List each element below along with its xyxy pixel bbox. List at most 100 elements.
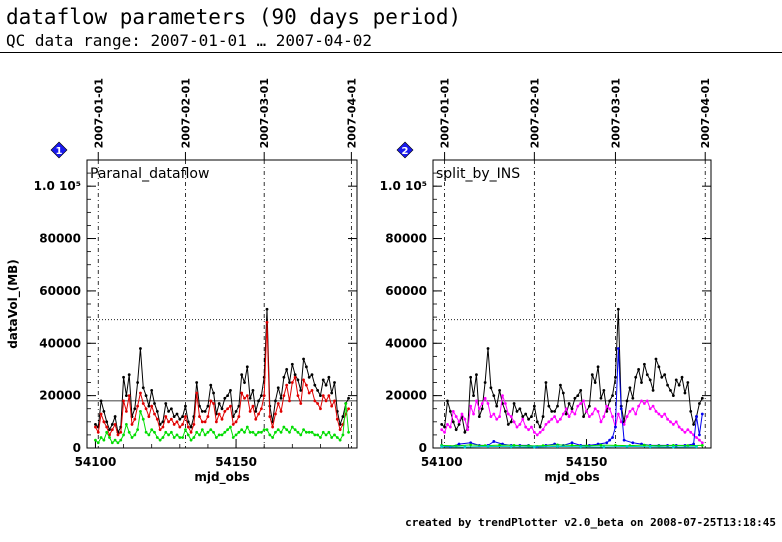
data-point bbox=[144, 430, 148, 434]
data-point bbox=[136, 428, 140, 432]
data-point bbox=[254, 433, 258, 437]
data-point bbox=[530, 415, 533, 418]
data-point bbox=[527, 417, 530, 421]
data-point bbox=[299, 433, 303, 437]
data-point bbox=[144, 407, 148, 411]
data-point bbox=[268, 415, 272, 418]
data-point bbox=[209, 383, 213, 387]
data-point bbox=[155, 436, 159, 439]
data-point bbox=[640, 399, 643, 403]
data-point bbox=[169, 430, 173, 434]
data-point bbox=[347, 396, 350, 400]
data-point bbox=[573, 396, 577, 400]
data-point bbox=[153, 402, 156, 405]
data-point bbox=[212, 430, 215, 434]
data-point bbox=[122, 375, 125, 379]
data-point bbox=[150, 389, 154, 392]
data-point bbox=[243, 396, 246, 400]
data-point bbox=[212, 402, 215, 405]
data-point bbox=[492, 412, 496, 416]
date-label: 2007-01-01 bbox=[92, 78, 105, 148]
data-point bbox=[316, 433, 320, 437]
data-point bbox=[290, 362, 294, 366]
data-point bbox=[570, 441, 574, 445]
data-point bbox=[521, 417, 525, 421]
data-point bbox=[133, 417, 137, 421]
data-point bbox=[276, 402, 280, 405]
data-point bbox=[296, 394, 300, 398]
data-point bbox=[463, 445, 467, 449]
data-point bbox=[313, 399, 317, 403]
data-point bbox=[446, 399, 449, 403]
plot-frame bbox=[432, 159, 712, 449]
data-point bbox=[576, 394, 580, 398]
y-axis-label: dataVol_(MB) bbox=[6, 259, 21, 349]
data-point bbox=[443, 430, 446, 434]
data-point bbox=[155, 417, 159, 421]
data-point bbox=[259, 394, 263, 398]
data-point bbox=[619, 407, 623, 411]
data-point bbox=[150, 428, 154, 432]
data-point bbox=[477, 415, 481, 418]
y-tick-label: 0 bbox=[419, 441, 427, 455]
data-point bbox=[94, 423, 97, 426]
data-point bbox=[486, 402, 490, 405]
data-point bbox=[206, 404, 210, 408]
data-point bbox=[648, 407, 652, 411]
data-point bbox=[139, 409, 142, 413]
data-point bbox=[248, 396, 252, 400]
data-point bbox=[645, 373, 649, 377]
data-point bbox=[689, 430, 693, 434]
data-point bbox=[654, 409, 658, 413]
data-point bbox=[657, 412, 661, 416]
data-point bbox=[203, 420, 207, 424]
panel-label: Paranal_dataflow bbox=[90, 166, 209, 182]
data-point bbox=[648, 378, 652, 382]
data-point bbox=[226, 428, 230, 432]
data-point bbox=[616, 412, 620, 416]
data-point bbox=[288, 381, 291, 384]
data-point bbox=[122, 399, 125, 403]
data-point bbox=[556, 420, 559, 424]
data-point bbox=[614, 443, 617, 447]
data-point bbox=[108, 428, 111, 432]
data-point bbox=[220, 417, 224, 421]
data-point bbox=[172, 415, 176, 418]
data-point bbox=[700, 412, 704, 416]
panel-badge-number: 2 bbox=[402, 146, 409, 157]
data-point bbox=[307, 375, 311, 379]
series-line-magenta bbox=[441, 395, 703, 444]
data-point bbox=[631, 396, 635, 400]
data-point bbox=[503, 409, 507, 413]
data-point bbox=[178, 436, 182, 439]
panel-split-by-ins: 2007-01-01 2007-02-01 2007-03-01 2007-04-01… bbox=[380, 78, 713, 485]
data-point bbox=[448, 409, 452, 413]
data-point bbox=[274, 399, 277, 403]
data-point bbox=[469, 404, 473, 408]
data-point bbox=[279, 396, 283, 400]
series-line-total bbox=[441, 309, 703, 434]
series-line-cyan bbox=[441, 445, 697, 448]
data-point bbox=[532, 445, 536, 449]
data-point bbox=[206, 415, 210, 418]
data-point bbox=[268, 433, 272, 437]
data-point bbox=[285, 368, 289, 371]
data-point bbox=[524, 425, 528, 429]
date-label: 2007-04-01 bbox=[345, 78, 358, 148]
date-label: 2007-01-01 bbox=[439, 78, 452, 148]
data-point bbox=[663, 373, 667, 377]
data-point bbox=[553, 409, 557, 413]
data-point bbox=[483, 396, 487, 400]
data-point bbox=[119, 430, 123, 434]
data-point bbox=[198, 433, 201, 437]
data-point bbox=[660, 415, 664, 418]
data-point bbox=[124, 409, 128, 413]
data-point bbox=[674, 378, 678, 382]
data-point bbox=[547, 404, 551, 408]
y-tick-label: 20000 bbox=[39, 389, 81, 403]
data-point bbox=[544, 381, 548, 384]
data-point bbox=[136, 381, 140, 384]
data-point bbox=[282, 425, 286, 429]
data-point bbox=[501, 394, 504, 398]
